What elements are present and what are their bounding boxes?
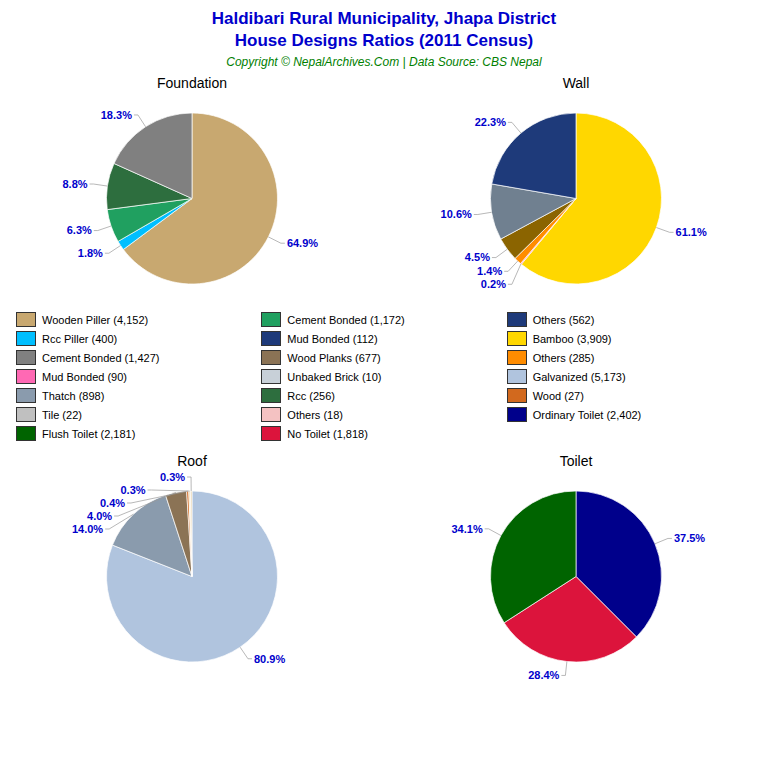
html-text:Cement Bonded (1,427): Cement Bonded (1,427) [42,351,160,364]
html-text:Others (18): Others (18) [287,408,343,421]
html-text:No Toilet (1,818): No Toilet (1,818) [287,427,368,440]
svg-text:61.1%: 61.1% [676,226,707,238]
html-text:Unbaked Brick (10): Unbaked Brick (10) [287,370,382,383]
html-text:Wood Planks (677): Wood Planks (677) [287,351,381,364]
html-text:House Designs Ratios (2011 Cen: House Designs Ratios (2011 Census) [234,31,534,51]
svg-text:4.0%: 4.0% [87,510,112,522]
html-text:Tile (22): Tile (22) [42,408,82,421]
svg-text:22.3%: 22.3% [475,116,506,128]
html-text:Galvanized (5,173): Galvanized (5,173) [532,370,626,383]
svg-text:10.6%: 10.6% [441,209,472,221]
html-text:Wooden Piller (4,152): Wooden Piller (4,152) [42,313,149,326]
svg-text:14.0%: 14.0% [72,523,103,535]
svg-text:6.3%: 6.3% [67,225,92,237]
html-text:Ordinary Toilet (2,402): Ordinary Toilet (2,402) [532,408,642,421]
svg-text:1.4%: 1.4% [477,265,502,277]
svg-text:1.8%: 1.8% [78,247,103,259]
html-text:Haldibari Rural Municipality,: Haldibari Rural Municipality, Jhapa Dist… [211,9,557,28]
svg-text:64.9%: 64.9% [287,237,318,249]
html-text:Rcc Piller (400): Rcc Piller (400) [42,332,118,345]
html-text:Cement Bonded (1,172): Cement Bonded (1,172) [287,313,405,326]
html-text:Thatch (898): Thatch (898) [42,389,105,402]
svg-text:4.5%: 4.5% [465,252,490,264]
svg-text:0.4%: 0.4% [100,497,125,509]
svg-text:37.5%: 37.5% [674,532,705,544]
html-text:Copyright © NepalArchives.Com: Copyright © NepalArchives.Com | Data Sou… [226,55,542,70]
html-text:Roof: Roof [177,453,207,470]
svg-text:0.3%: 0.3% [160,471,185,483]
svg-text:18.3%: 18.3% [101,109,132,121]
html-text:Wall: Wall [562,75,590,92]
html-text:Flush Toilet (2,181): Flush Toilet (2,181) [42,427,136,440]
html-text:Bamboo (3,909): Bamboo (3,909) [532,332,612,345]
html-text:Mud Bonded (112): Mud Bonded (112) [287,332,378,345]
svg-text:8.8%: 8.8% [62,178,87,190]
svg-text:0.3%: 0.3% [120,484,145,496]
html-text:Foundation: Foundation [157,75,227,92]
html-text:Toilet: Toilet [559,453,593,470]
svg-text:28.4%: 28.4% [528,669,559,681]
html-text:Wood (27): Wood (27) [532,389,584,402]
svg-text:80.9%: 80.9% [254,653,285,665]
html-text:Mud Bonded (90): Mud Bonded (90) [42,370,127,383]
html-text:Others (562): Others (562) [532,313,595,326]
html-text:Rcc (256): Rcc (256) [287,389,335,402]
html-text:Others (285): Others (285) [532,351,595,364]
svg-text:34.1%: 34.1% [451,523,482,535]
svg-text:0.2%: 0.2% [481,278,506,290]
